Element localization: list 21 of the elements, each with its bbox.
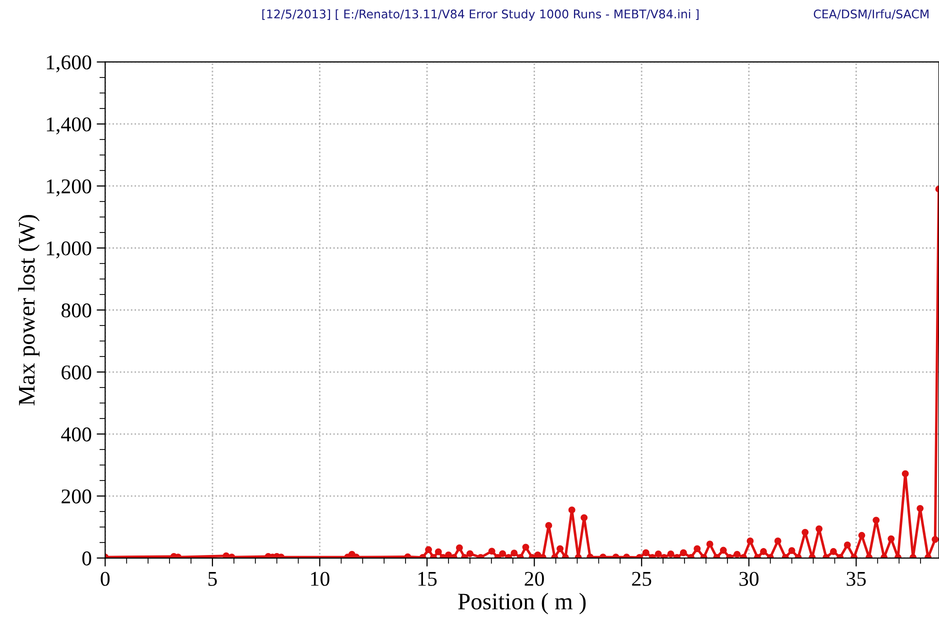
y-tick-label: 200 <box>62 489 92 504</box>
y-tick-label: 800 <box>62 303 92 318</box>
x-tick-label: 30 <box>739 572 759 586</box>
y-tick-label: 0 <box>82 551 92 566</box>
y-tick-label: 1,400 <box>46 117 92 134</box>
y-tick-label: 1,600 <box>46 55 92 72</box>
text: [12/5/2013] [ E:/Renato/13.11/V84 Error Study 1000 Runs - MEBT/V84.ini ] <box>262 9 699 21</box>
x-tick-label: 25 <box>632 572 652 586</box>
y-tick-label: 1,200 <box>46 179 92 196</box>
y-tick-label: 600 <box>62 365 92 380</box>
x-tick-label: 0 <box>100 572 110 586</box>
x-tick-label: 10 <box>311 572 330 586</box>
x-tick-label: 35 <box>846 572 866 586</box>
text: CEA/DSM/Irfu/SACM <box>814 9 928 20</box>
y-tick-label: 1,000 <box>46 241 92 258</box>
x-axis-title: Position ( m ) <box>458 592 586 614</box>
y-axis-title: Max power lost (W) <box>18 214 40 406</box>
x-tick-label: 5 <box>208 572 217 586</box>
x-tick-label: 20 <box>524 572 544 586</box>
y-tick-label: 400 <box>61 427 92 442</box>
x-tick-label: 15 <box>418 572 437 586</box>
